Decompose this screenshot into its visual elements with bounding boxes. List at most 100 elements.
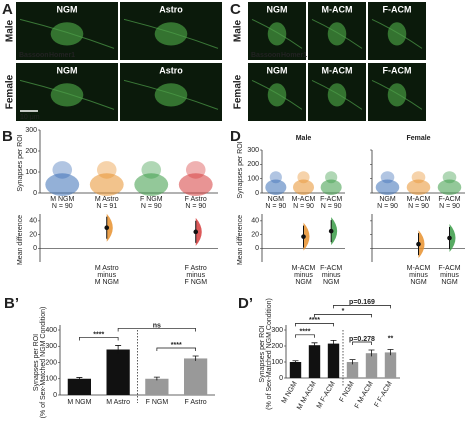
column-label: Astro — [159, 4, 183, 14]
column-label: Astro — [159, 65, 183, 75]
diff-tick-label: 40 — [29, 218, 37, 225]
swarm-cloud — [134, 173, 169, 196]
row-label: Male — [5, 19, 16, 42]
y-tick-label: 300 — [247, 147, 259, 154]
sig-label: ** — [388, 335, 394, 342]
comparison-label: F Astro — [185, 265, 207, 272]
y-tick-label: 100 — [45, 376, 57, 383]
column-label: NGM — [57, 65, 78, 75]
neuron-soma — [327, 22, 347, 46]
swarm-cloud — [185, 161, 206, 179]
sig-label: **** — [309, 317, 320, 324]
error-bar — [311, 342, 318, 348]
group-label: F Astro — [185, 196, 207, 203]
stain-label: Bassoon — [251, 52, 281, 59]
group-label: M-ACM — [407, 196, 431, 203]
swarm-cloud — [411, 171, 426, 184]
group-label: M NGM — [50, 196, 74, 203]
bootstrap-dist — [331, 217, 338, 246]
diff-label: Mean difference — [237, 215, 244, 265]
y-tick-label: 0 — [279, 375, 283, 382]
x-tick-label: M Astro — [106, 399, 130, 406]
neurite — [311, 18, 363, 49]
column-label: M-ACM — [322, 4, 353, 14]
bootstrap-dist — [418, 230, 425, 259]
swarm-cloud — [320, 179, 342, 196]
comparison-label: minus — [322, 272, 341, 279]
mean-diff — [416, 241, 421, 247]
x-tick-label: M F-ACM — [316, 380, 337, 410]
bootstrap-dist — [195, 217, 202, 246]
comparison-label: minus — [440, 272, 459, 279]
sig-label: p=0.278 — [349, 336, 375, 343]
swarm-cloud — [406, 179, 431, 196]
neurite — [251, 79, 303, 110]
comparison-label: minus — [97, 272, 116, 279]
column-label: NGM — [57, 4, 78, 14]
neurite — [251, 18, 303, 49]
row-label: Male — [233, 19, 244, 42]
swarm-cloud — [380, 171, 395, 184]
panel-letter: A — [2, 1, 13, 18]
bar — [384, 352, 397, 378]
neurite — [371, 79, 423, 110]
y-tick-label: 200 — [25, 148, 37, 155]
y-label: (% of Sex-Matched NGM Condition) — [266, 298, 273, 410]
column-label: M-ACM — [322, 65, 353, 75]
group-label: F-ACM — [438, 196, 460, 203]
swarm-cloud — [45, 173, 80, 196]
neurite — [19, 18, 115, 49]
bar — [365, 353, 378, 378]
panel-letter: B’ — [4, 295, 19, 312]
column-label: NGM — [267, 65, 288, 75]
mean-diff — [193, 229, 199, 235]
comparison-label: NGM — [323, 279, 340, 286]
sig-label: **** — [171, 342, 182, 349]
x-tick-label: M NGM — [67, 399, 91, 406]
neuron-soma — [387, 83, 407, 107]
y-tick-label: 0 — [53, 392, 57, 399]
panel-letter: D’ — [238, 295, 253, 312]
y-tick-label: 300 — [271, 327, 283, 334]
comparison-label: minus — [294, 272, 313, 279]
diff-tick-label: 20 — [251, 231, 259, 238]
y-tick-label: 100 — [247, 176, 259, 183]
neuron-soma — [50, 83, 84, 107]
comparison-label: F-ACM — [320, 265, 342, 272]
swarm-cloud — [437, 179, 462, 196]
diff-tick-label: 20 — [29, 231, 37, 238]
swarm-cloud — [375, 179, 400, 196]
swarm-cloud — [269, 171, 282, 184]
neurite — [311, 79, 363, 110]
diff-tick-label: 40 — [251, 218, 259, 225]
swarm-cloud — [89, 173, 124, 196]
sig-label: * — [342, 308, 345, 315]
bar — [346, 362, 359, 378]
bar — [289, 362, 302, 378]
row-label: Female — [5, 74, 16, 109]
bootstrap-dist — [449, 224, 456, 252]
y-tick-label: 300 — [45, 343, 57, 350]
bar — [308, 345, 321, 378]
mean-diff — [447, 235, 452, 241]
neuron-soma — [267, 83, 287, 107]
y-tick-label: 100 — [25, 169, 37, 176]
bar — [106, 349, 130, 395]
bootstrap-dist — [106, 213, 113, 242]
bar — [184, 358, 208, 395]
group-n: N = 91 — [96, 203, 117, 210]
y-label: (% of Sex-Matched NGM Condition) — [40, 307, 47, 419]
mean-diff — [301, 234, 306, 239]
y-tick-label: 200 — [271, 343, 283, 350]
comparison-label: minus — [186, 272, 205, 279]
neuron-soma — [387, 22, 407, 46]
error-bar — [349, 359, 356, 365]
y-tick-label: 200 — [247, 161, 259, 168]
swarm-cloud — [178, 173, 213, 196]
stain-label: Homer1 — [49, 52, 75, 59]
x-tick-label: F Astro — [185, 399, 207, 406]
y-tick-label: 300 — [25, 127, 37, 134]
panel-letter: D — [230, 128, 241, 145]
sig-bracket — [156, 347, 196, 351]
